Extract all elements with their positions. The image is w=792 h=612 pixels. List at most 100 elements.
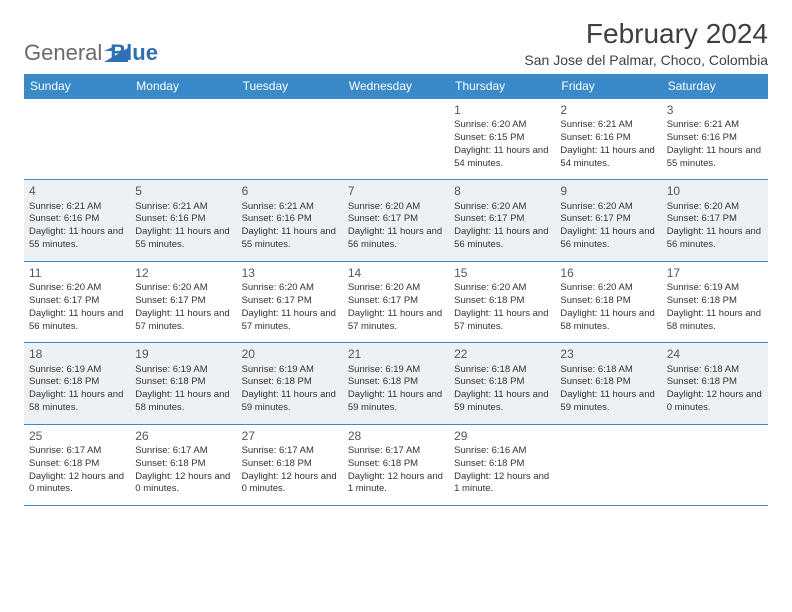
- day-number: 25: [29, 428, 125, 444]
- day-number: 10: [667, 183, 763, 199]
- sunrise: Sunrise: 6:20 AM: [560, 201, 632, 212]
- day-number: 4: [29, 183, 125, 199]
- calendar-day: 29Sunrise: 6:16 AMSunset: 6:18 PMDayligh…: [449, 424, 555, 505]
- sunrise: Sunrise: 6:20 AM: [348, 201, 420, 212]
- sunset: Sunset: 6:15 PM: [454, 132, 524, 143]
- calendar-day: 7Sunrise: 6:20 AMSunset: 6:17 PMDaylight…: [343, 180, 449, 261]
- daylight: Daylight: 11 hours and 57 minutes.: [242, 308, 336, 332]
- sunrise: Sunrise: 6:21 AM: [242, 201, 314, 212]
- daylight: Daylight: 11 hours and 57 minutes.: [135, 308, 229, 332]
- sunset: Sunset: 6:18 PM: [135, 458, 205, 469]
- sunrise: Sunrise: 6:21 AM: [29, 201, 101, 212]
- sunrise: Sunrise: 6:20 AM: [454, 119, 526, 130]
- calendar-day: 15Sunrise: 6:20 AM Sunset: 6:18 PM Dayligh…: [449, 261, 555, 342]
- logo-word2: Blue: [110, 42, 158, 64]
- sunrise: Sunrise: 6:19 AM: [667, 282, 739, 293]
- day-number: 19: [135, 346, 231, 362]
- daylight: Daylight: 11 hours and 59 minutes.: [242, 389, 336, 413]
- calendar-day: 26Sunrise: 6:17 AMSunset: 6:18 PMDayligh…: [130, 424, 236, 505]
- calendar-day: 6 Sunrise: 6:21 AMSunset: 6:16 PM Daylight…: [237, 180, 343, 261]
- daylight: Daylight: 11 hours and 55 minutes.: [242, 226, 336, 250]
- daylight: Daylight: 11 hours and 56 minutes.: [560, 226, 654, 250]
- sunset: Sunset: 6:18 PM: [560, 376, 630, 387]
- day-number: 27: [242, 428, 338, 444]
- sunrise: Sunrise: 6:17 AM: [29, 445, 101, 456]
- sunset: Sunset: 6:16 PM: [29, 213, 99, 224]
- sunrise: Sunrise: 6:20 AM: [454, 282, 526, 293]
- calendar-day: 18Sunrise: 6:19 AMSunset: 6:18 PMDayligh…: [24, 343, 130, 424]
- day-number: 20: [242, 346, 338, 362]
- calendar-day: 19Sunrise: 6:19 AMSunset: 6:18 PMDayligh…: [130, 343, 236, 424]
- sunrise: Sunrise: 6:18 AM: [560, 364, 632, 375]
- calendar-day: [130, 99, 236, 180]
- calendar-day: [555, 424, 661, 505]
- page-subtitle: San Jose del Palmar, Choco, Colombia: [524, 52, 768, 68]
- sunrise: Sunrise: 6:20 AM: [454, 201, 526, 212]
- daylight: Daylight: 11 hours and 54 minutes.: [560, 145, 654, 169]
- day-number: 6: [242, 183, 338, 199]
- calendar-day: 22Sunrise: 6:18 AMSunset: 6:18 PMDayligh…: [449, 343, 555, 424]
- daylight: Daylight: 12 hours and 0 minutes.: [135, 471, 230, 495]
- sunset: Sunset: 6:16 PM: [135, 213, 205, 224]
- sunrise: Sunrise: 6:19 AM: [242, 364, 314, 375]
- sunset: Sunset: 6:18 PM: [454, 376, 524, 387]
- sunrise: Sunrise: 6:20 AM: [348, 282, 420, 293]
- col-mon: Monday: [130, 74, 236, 99]
- day-number: 23: [560, 346, 656, 362]
- daylight: Daylight: 11 hours and 56 minutes.: [454, 226, 548, 250]
- calendar-week: 1Sunrise: 6:20 AMSunset: 6:15 PMDaylight…: [24, 99, 768, 180]
- sunset: Sunset: 6:16 PM: [242, 213, 312, 224]
- day-number: 26: [135, 428, 231, 444]
- daylight: Daylight: 11 hours and 56 minutes.: [348, 226, 442, 250]
- calendar-day: 9Sunrise: 6:20 AMSunset: 6:17 PMDaylight…: [555, 180, 661, 261]
- daylight: Daylight: 12 hours and 0 minutes.: [242, 471, 337, 495]
- sunset: Sunset: 6:17 PM: [454, 213, 524, 224]
- logo-word1: General: [24, 42, 102, 64]
- daylight: Daylight: 12 hours and 0 minutes.: [667, 389, 762, 413]
- calendar-day: 5Sunrise: 6:21 AMSunset: 6:16 PMDaylight…: [130, 180, 236, 261]
- col-tue: Tuesday: [237, 74, 343, 99]
- calendar-day: 11Sunrise: 6:20 AMSunset: 6:17 PMDayligh…: [24, 261, 130, 342]
- daylight: Daylight: 11 hours and 59 minutes.: [560, 389, 654, 413]
- day-header-row: Sunday Monday Tuesday Wednesday Thursday…: [24, 74, 768, 99]
- sunset: Sunset: 6:18 PM: [135, 376, 205, 387]
- sunrise: Sunrise: 6:19 AM: [29, 364, 101, 375]
- title-block: February 2024 San Jose del Palmar, Choco…: [524, 18, 768, 68]
- sunrise: Sunrise: 6:20 AM: [560, 282, 632, 293]
- col-wed: Wednesday: [343, 74, 449, 99]
- calendar-day: 21Sunrise: 6:19 AMSunset: 6:18 PMDayligh…: [343, 343, 449, 424]
- sunset: Sunset: 6:17 PM: [29, 295, 99, 306]
- day-number: 5: [135, 183, 231, 199]
- calendar-day: 4 Sunrise: 6:21 AMSunset: 6:16 PM Daylight…: [24, 180, 130, 261]
- day-number: 12: [135, 265, 231, 281]
- logo: General Blue: [24, 18, 158, 64]
- daylight: Daylight: 11 hours and 57 minutes.: [454, 308, 548, 332]
- calendar-day: 20Sunrise: 6:19 AMSunset: 6:18 PMDayligh…: [237, 343, 343, 424]
- daylight: Daylight: 11 hours and 55 minutes.: [29, 226, 123, 250]
- header: General Blue February 2024 San Jose del …: [24, 18, 768, 68]
- col-sun: Sunday: [24, 74, 130, 99]
- calendar-day: [662, 424, 768, 505]
- sunset: Sunset: 6:17 PM: [135, 295, 205, 306]
- calendar-day: 28Sunrise: 6:17 AMSunset: 6:18 PMDayligh…: [343, 424, 449, 505]
- sunset: Sunset: 6:18 PM: [348, 458, 418, 469]
- daylight: Daylight: 11 hours and 58 minutes.: [667, 308, 761, 332]
- calendar-day: 16Sunrise: 6:20 AMSunset: 6:18 PMDayligh…: [555, 261, 661, 342]
- day-number: 2: [560, 102, 656, 118]
- sunset: Sunset: 6:17 PM: [348, 295, 418, 306]
- sunset: Sunset: 6:18 PM: [29, 376, 99, 387]
- daylight: Daylight: 11 hours and 58 minutes.: [135, 389, 229, 413]
- day-number: 8: [454, 183, 550, 199]
- day-number: 15: [454, 265, 550, 281]
- col-fri: Friday: [555, 74, 661, 99]
- sunset: Sunset: 6:18 PM: [454, 295, 524, 306]
- daylight: Daylight: 11 hours and 59 minutes.: [454, 389, 548, 413]
- sunset: Sunset: 6:17 PM: [348, 213, 418, 224]
- col-sat: Saturday: [662, 74, 768, 99]
- day-number: 3: [667, 102, 763, 118]
- sunrise: Sunrise: 6:21 AM: [667, 119, 739, 130]
- sunrise: Sunrise: 6:21 AM: [135, 201, 207, 212]
- daylight: Daylight: 12 hours and 1 minute.: [348, 471, 443, 495]
- daylight: Daylight: 11 hours and 56 minutes.: [667, 226, 761, 250]
- day-number: 13: [242, 265, 338, 281]
